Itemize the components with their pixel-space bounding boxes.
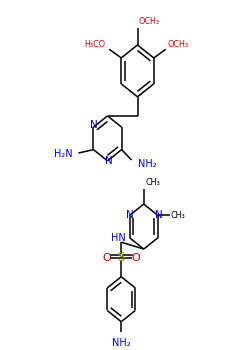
Text: N: N — [155, 210, 162, 220]
Text: HN: HN — [112, 233, 126, 243]
Text: O: O — [132, 253, 140, 263]
Text: N: N — [90, 120, 97, 131]
Text: O: O — [102, 253, 111, 263]
Text: N: N — [105, 156, 112, 166]
Text: CH₃: CH₃ — [145, 178, 160, 187]
Text: S: S — [118, 251, 125, 264]
Text: CH₃: CH₃ — [171, 211, 186, 220]
Text: N: N — [126, 210, 134, 220]
Text: OCH₃: OCH₃ — [168, 40, 188, 49]
Text: H₂N: H₂N — [54, 149, 72, 159]
Text: H₃CO: H₃CO — [85, 40, 106, 49]
Text: OCH₃: OCH₃ — [139, 17, 160, 26]
Text: NH₂: NH₂ — [138, 159, 156, 169]
Text: NH₂: NH₂ — [112, 338, 130, 348]
